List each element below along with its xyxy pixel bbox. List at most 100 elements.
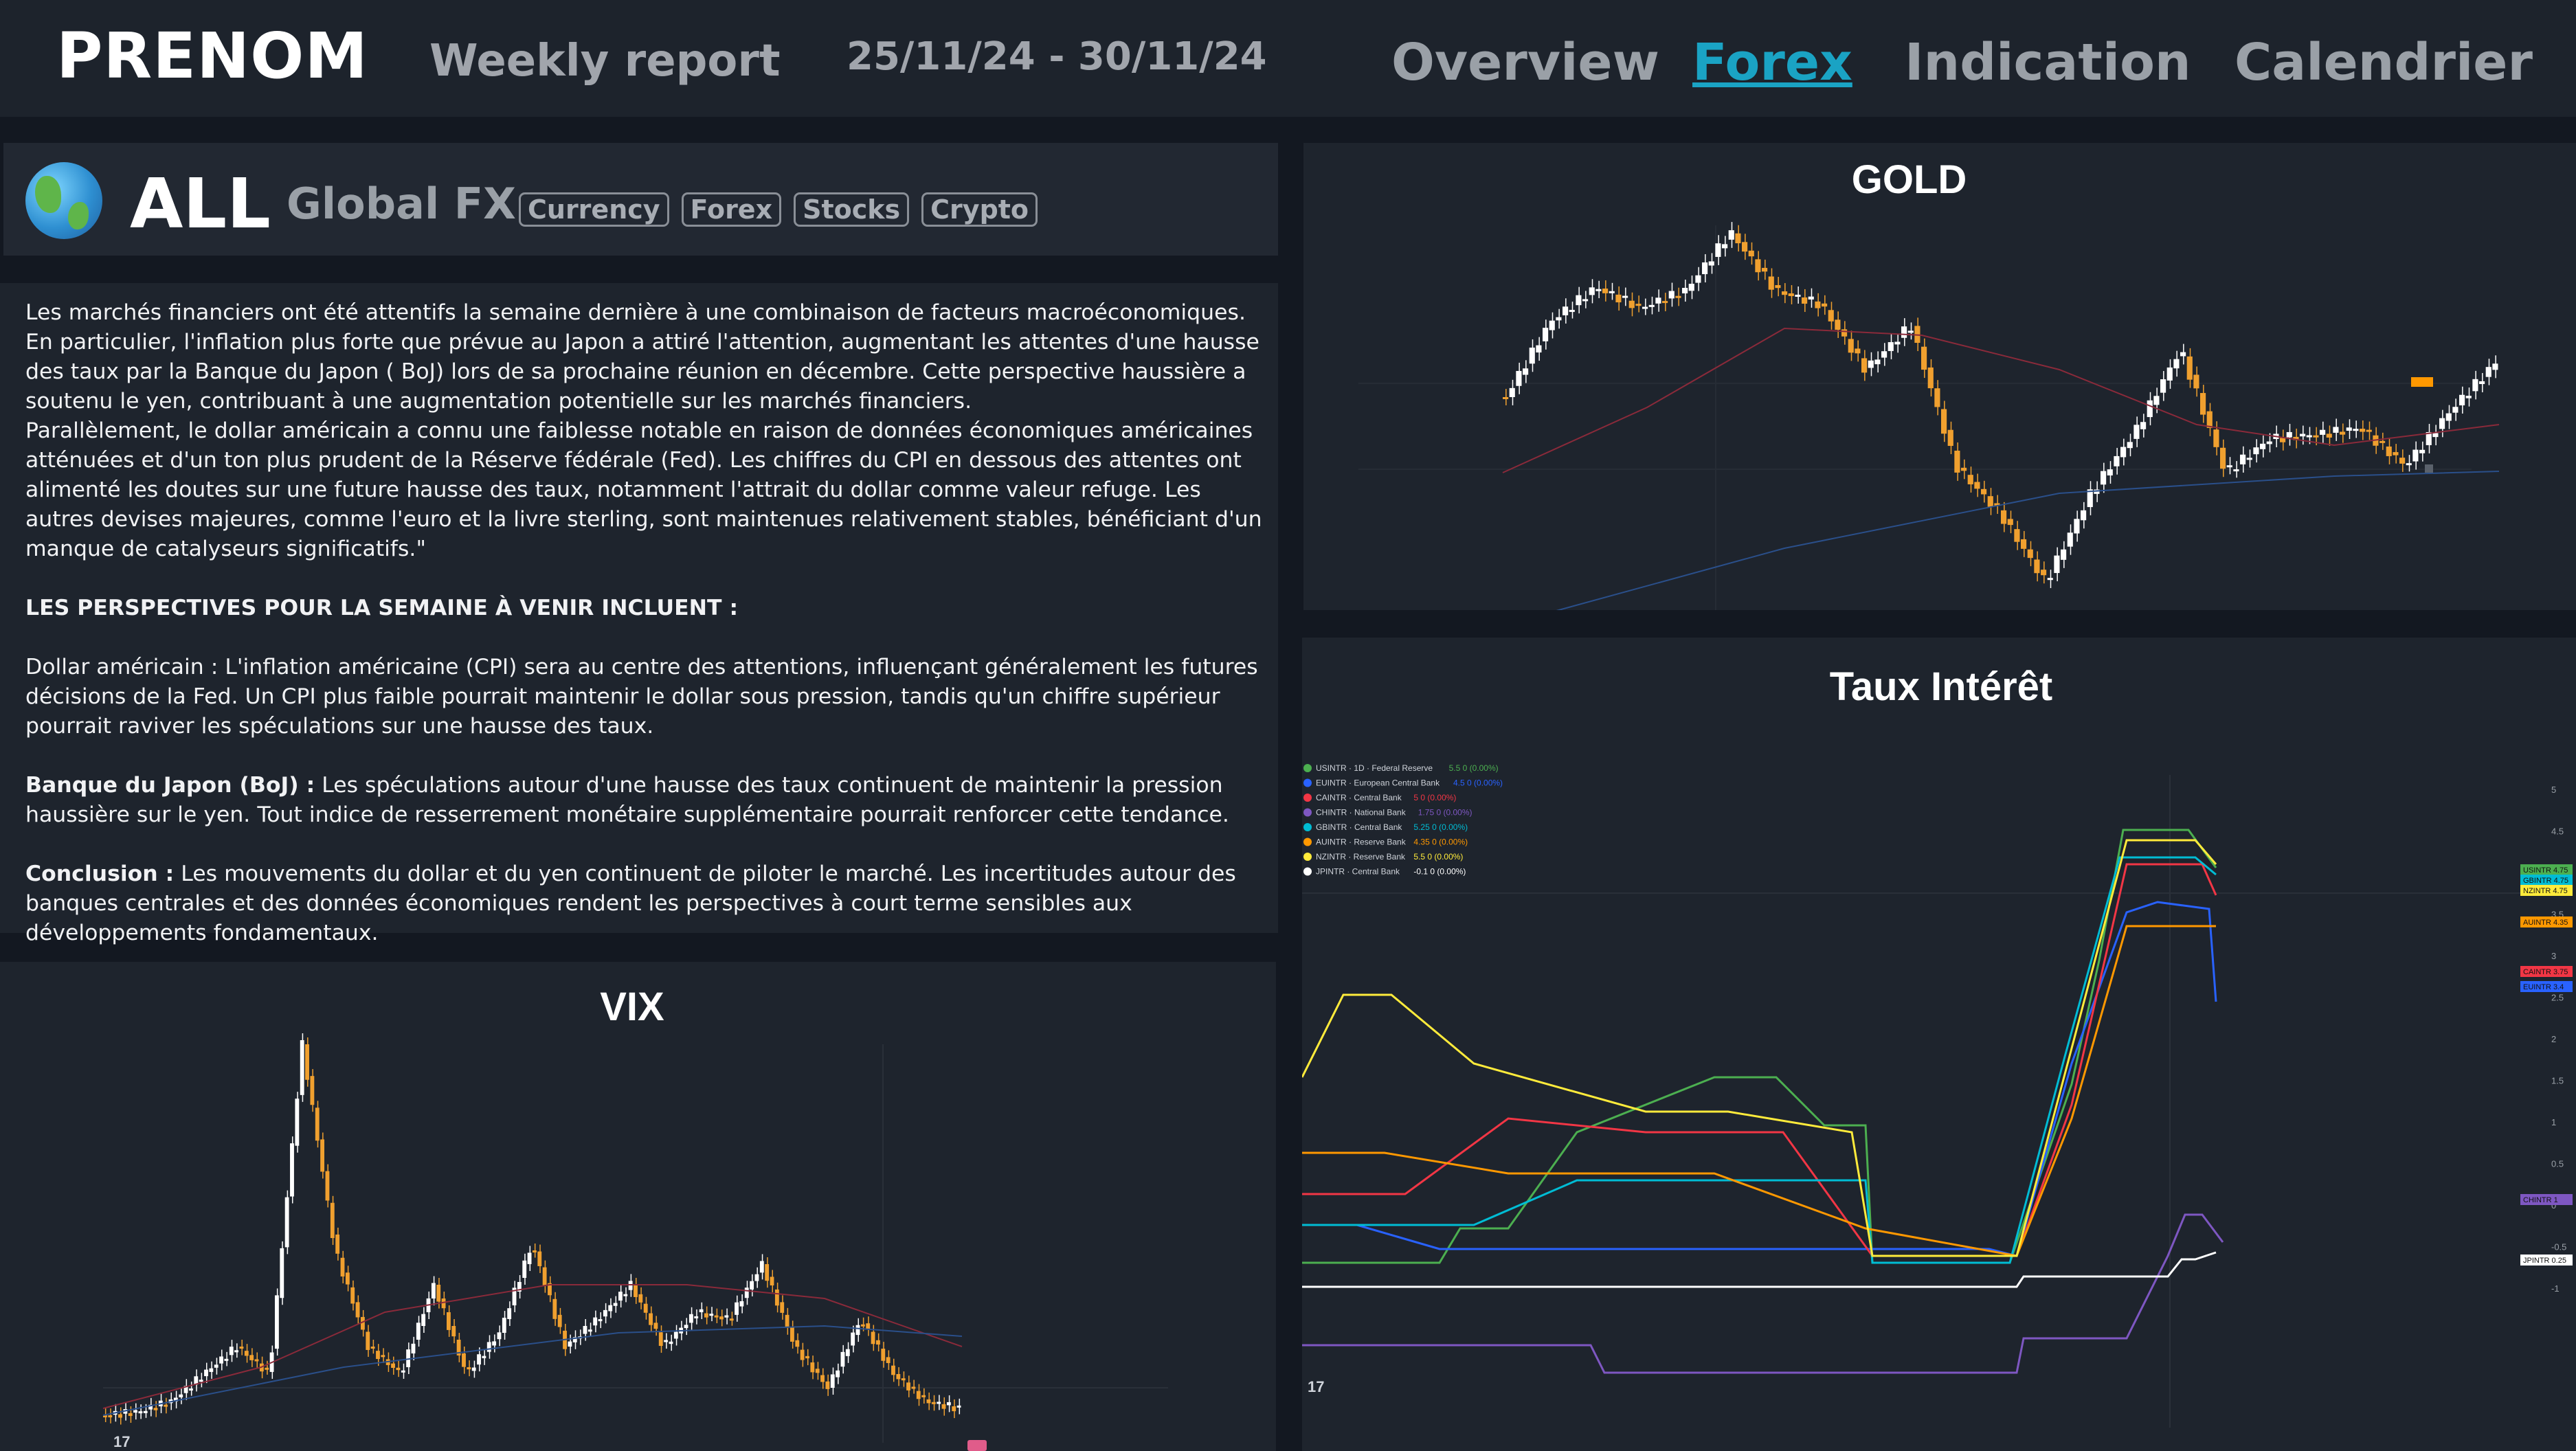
- gold-chart-panel: GOLD: [1303, 143, 2576, 610]
- gold-candle: [1569, 310, 1575, 313]
- vix-candle: [638, 1294, 643, 1303]
- nav-indication[interactable]: Indication: [1905, 33, 2191, 92]
- gold-candle: [2034, 559, 2040, 574]
- vix-candle: [800, 1349, 805, 1360]
- rates-price-badge-label: JPINTR 0.25: [2523, 1257, 2566, 1265]
- gold-candle: [1536, 345, 1542, 353]
- rates-legend-value: 5.5 0 (0.00%): [1413, 852, 1463, 862]
- vix-candle: [300, 1040, 304, 1095]
- vix-candle: [320, 1139, 325, 1172]
- vix-candle: [649, 1313, 653, 1325]
- vix-candle: [840, 1351, 845, 1367]
- gold-candle: [2300, 434, 2306, 437]
- rates-legend-label: GBINTR · Central Bank: [1316, 822, 1402, 832]
- boj-label: Banque du Japon (BoJ) :: [25, 773, 315, 798]
- gold-candle: [1874, 359, 1881, 365]
- vix-chart-title: VIX: [600, 985, 664, 1029]
- vix-candle: [396, 1367, 401, 1371]
- gold-candle: [2346, 427, 2352, 431]
- gold-candle: [1788, 293, 1794, 296]
- rates-legend-value: 4.5 0 (0.00%): [1453, 778, 1503, 788]
- rates-price-badge-label: USINTR 4.75: [2523, 866, 2568, 875]
- rates-axis-tick: 1.5: [2551, 1076, 2564, 1086]
- gold-candle: [2246, 458, 2252, 460]
- gold-candle: [2406, 463, 2412, 466]
- vix-candle: [724, 1315, 729, 1318]
- vix-candle: [805, 1356, 809, 1359]
- gold-candle: [2399, 458, 2406, 464]
- vix-candle: [658, 1332, 663, 1347]
- rates-chart[interactable]: USINTR · 1D · Federal Reserve 5.5 0 (0.00…: [1302, 638, 2576, 1451]
- vix-candle: [931, 1402, 936, 1404]
- vix-candle: [244, 1351, 249, 1356]
- vix-candle: [860, 1324, 865, 1327]
- country-flag-icon: [1303, 823, 1312, 831]
- vix-candle: [618, 1292, 623, 1301]
- gold-candle: [2280, 438, 2286, 442]
- vix-candle: [512, 1287, 517, 1305]
- vix-candle: [552, 1298, 557, 1319]
- vix-candle: [714, 1315, 719, 1318]
- vix-candle: [891, 1365, 895, 1375]
- rates-price-badge: [2520, 864, 2573, 875]
- vix-candle: [462, 1353, 466, 1367]
- rates-price-badge-label: EUINTR 3.4: [2523, 983, 2564, 991]
- vix-candle: [280, 1248, 284, 1298]
- gold-candle: [1503, 397, 1509, 399]
- gold-candle: [2320, 429, 2326, 435]
- vix-candle: [340, 1257, 345, 1276]
- gold-candle: [1622, 295, 1628, 298]
- vix-candle: [219, 1356, 223, 1364]
- nav-forex[interactable]: Forex: [1692, 33, 1852, 92]
- vix-candle: [785, 1314, 789, 1328]
- rates-legend-label: JPINTR · Central Bank: [1316, 867, 1400, 877]
- outlook-boj: Banque du Japon (BoJ) : Les spéculations…: [25, 771, 1276, 830]
- vix-candle: [249, 1355, 254, 1360]
- gold-candle: [1848, 339, 1854, 353]
- nav-calendrier[interactable]: Calendrier: [2235, 33, 2533, 92]
- vix-candle: [486, 1342, 491, 1352]
- gold-candle: [1602, 289, 1609, 293]
- tag-crypto[interactable]: Crypto: [921, 192, 1038, 227]
- nav-overview[interactable]: Overview: [1391, 33, 1659, 92]
- gold-candle: [2313, 435, 2319, 438]
- top-bar: PRENOM Weekly report 25/11/24 - 30/11/24…: [0, 0, 2576, 117]
- rates-price-badge-label: AUINTR 4.35: [2523, 919, 2568, 927]
- tag-currency[interactable]: Currency: [519, 192, 669, 227]
- gold-candle: [1822, 303, 1828, 307]
- vix-candle: [330, 1202, 335, 1239]
- vix-candle: [881, 1349, 886, 1361]
- tag-forex[interactable]: Forex: [681, 192, 782, 227]
- gold-candle: [2306, 435, 2312, 438]
- vix-candle: [886, 1357, 891, 1363]
- vix-candle: [108, 1415, 113, 1417]
- vix-candle: [194, 1376, 199, 1385]
- gold-candle: [1901, 326, 1907, 338]
- vix-candle: [366, 1331, 370, 1350]
- vix-candle: [557, 1314, 562, 1327]
- vix-candle: [876, 1340, 880, 1345]
- tag-stocks[interactable]: Stocks: [794, 192, 910, 227]
- gold-candle: [2326, 434, 2332, 438]
- gold-candle: [1576, 295, 1582, 306]
- rates-axis-tick: 3: [2551, 951, 2556, 961]
- vix-candle: [946, 1402, 951, 1406]
- vix-candle: [795, 1340, 800, 1347]
- gold-candle: [1981, 488, 1987, 495]
- gold-candle: [1523, 368, 1529, 375]
- gold-candle: [2127, 442, 2133, 449]
- vix-candle: [896, 1374, 901, 1380]
- vix-candle: [411, 1343, 416, 1353]
- gold-candle: [2465, 396, 2472, 398]
- vix-chart[interactable]: 17: [0, 962, 1276, 1451]
- vix-candle: [623, 1294, 628, 1296]
- vix-candle: [634, 1285, 638, 1297]
- gold-candle: [1556, 317, 1562, 321]
- gold-candle: [1722, 244, 1728, 249]
- gold-candle: [2147, 400, 2153, 418]
- gold-candle: [1954, 450, 1960, 473]
- vix-candle: [956, 1405, 961, 1408]
- vix-candle: [164, 1404, 168, 1407]
- gold-chart[interactable]: [1303, 143, 2576, 610]
- vix-candle: [421, 1314, 426, 1326]
